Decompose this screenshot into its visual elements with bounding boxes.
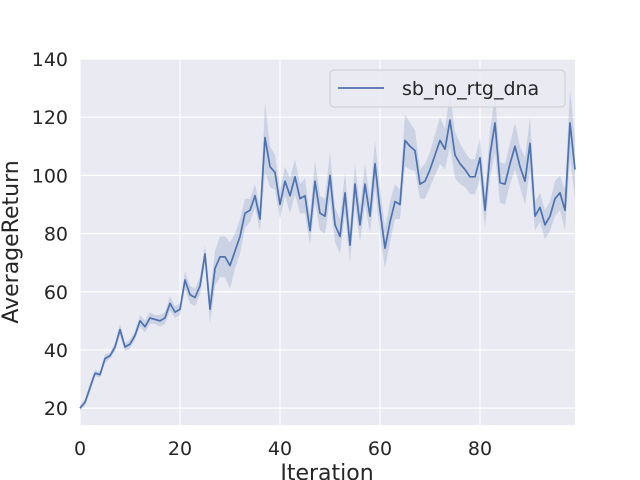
y-axis-label: AverageReturn <box>0 160 24 323</box>
legend-box <box>329 69 566 108</box>
y-tick-label: 40 <box>44 340 68 362</box>
y-tick-label: 140 <box>32 49 68 71</box>
line <box>79 119 576 409</box>
y-tick-label: 20 <box>44 398 68 420</box>
y-tick-label: 100 <box>32 165 68 187</box>
x-tick-label: 20 <box>168 438 192 460</box>
x-axis-label: Iteration <box>280 461 373 480</box>
y-tick-label: 80 <box>44 224 68 246</box>
legend-label: sb_no_rtg_dna <box>402 78 539 100</box>
y-tick-label: 120 <box>32 107 68 129</box>
x-tick-label: 0 <box>74 438 86 460</box>
plot-area <box>80 59 575 425</box>
x-tick-label: 40 <box>268 438 292 460</box>
y-tick-label: 60 <box>44 282 68 304</box>
x-tick-label: 60 <box>368 438 392 460</box>
x-tick-label: 80 <box>468 438 492 460</box>
